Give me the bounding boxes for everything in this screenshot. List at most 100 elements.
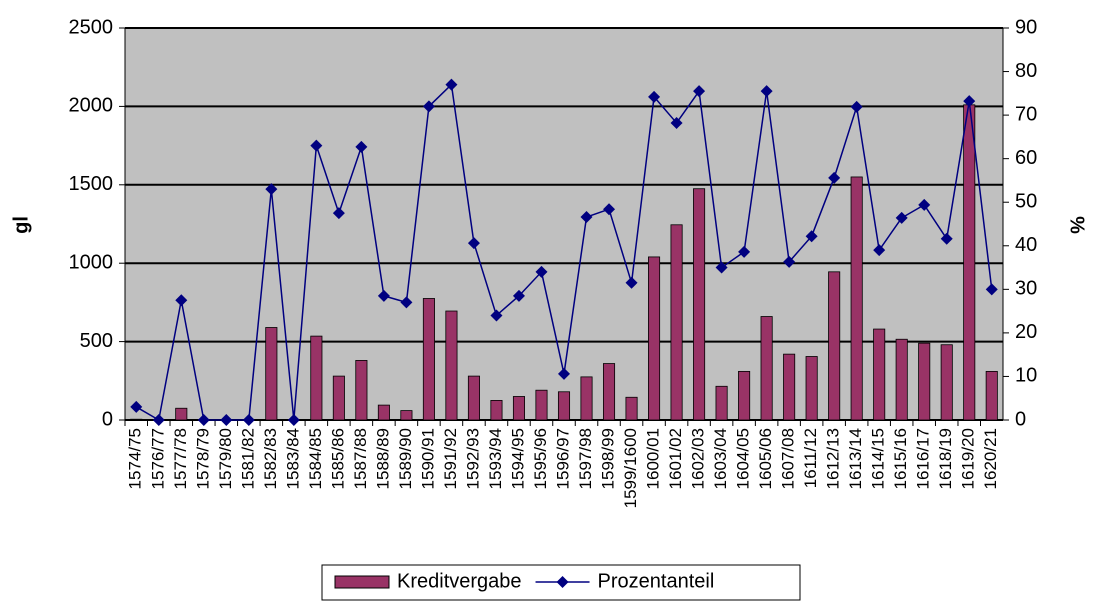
bar [422, 298, 435, 421]
x-tick-label: 1578/79 [193, 428, 212, 489]
point [265, 183, 278, 196]
point [603, 203, 616, 216]
bar [963, 104, 976, 421]
x-tick-label: 1583/84 [283, 428, 302, 489]
point [805, 230, 818, 243]
x-tick-label: 1614/15 [869, 428, 888, 489]
plot-area [125, 28, 1003, 420]
point [220, 414, 233, 426]
bar [738, 370, 751, 421]
bar [805, 356, 818, 421]
x-tick-label: 1592/93 [463, 428, 482, 489]
point [985, 283, 998, 296]
x-tick-label: 1574/75 [126, 428, 145, 489]
x-tick-label: 1605/06 [756, 428, 775, 489]
x-tick-label: 1619/20 [959, 428, 978, 489]
x-tick-label: 1599/1600 [621, 428, 640, 508]
point [377, 289, 390, 302]
point [287, 414, 300, 426]
point [422, 100, 435, 113]
y2-tick-label: 40 [1015, 234, 1037, 256]
x-tick-label: 1579/80 [216, 428, 235, 489]
x-tick-label: 1590/91 [418, 428, 437, 489]
point [535, 265, 548, 278]
x-tick-label: 1612/13 [824, 428, 843, 489]
point [580, 211, 593, 224]
point [558, 367, 570, 380]
point [490, 309, 503, 322]
point [670, 116, 683, 129]
point [400, 296, 413, 309]
legend-swatch [334, 575, 390, 589]
point [940, 232, 953, 245]
point [918, 198, 931, 211]
y2-tick-label: 70 [1015, 103, 1037, 125]
point [242, 414, 255, 426]
legend-marker [556, 576, 569, 588]
y-tick-label: 0 [102, 408, 113, 430]
point [850, 100, 863, 113]
point [625, 276, 638, 289]
bar [873, 328, 886, 421]
point [738, 245, 751, 258]
point [152, 414, 165, 426]
y2-tick-label: 60 [1015, 147, 1037, 169]
x-tick-label: 1595/96 [531, 428, 550, 489]
x-tick-label: 1581/82 [238, 428, 257, 489]
y-tick-label: 1000 [69, 251, 114, 273]
bar [715, 385, 728, 421]
bar [602, 363, 616, 421]
bar [850, 176, 863, 421]
x-tick-label: 1615/16 [891, 428, 910, 489]
point [715, 261, 728, 274]
y2-tick-label: 30 [1015, 278, 1037, 300]
bar [783, 353, 796, 421]
point [873, 244, 886, 257]
bar [760, 316, 773, 421]
bar [625, 396, 638, 421]
x-tick-label: 1618/19 [936, 428, 955, 489]
bar [580, 376, 593, 421]
bar [940, 344, 953, 421]
point [130, 400, 143, 413]
point [693, 85, 706, 98]
x-tick-label: 1588/89 [373, 428, 392, 489]
y2-tick-label: 90 [1015, 16, 1037, 38]
y2-axis-label: % [1066, 216, 1088, 234]
bar [175, 407, 188, 421]
legend-label: Prozentanteil [598, 570, 715, 592]
y-tick-label: 2000 [69, 95, 114, 117]
x-tick-label: 1601/02 [666, 428, 685, 489]
x-tick-label: 1600/01 [644, 428, 663, 489]
legend-label: Kreditvergabe [397, 570, 522, 592]
bar [985, 370, 998, 421]
bar [467, 375, 480, 421]
x-tick-label: 1613/14 [846, 428, 865, 489]
y2-tick-label: 50 [1015, 191, 1037, 213]
y-axis-label: gl [10, 216, 32, 234]
x-tick-label: 1584/85 [306, 428, 325, 489]
bar [445, 310, 458, 421]
point [783, 255, 796, 268]
point [355, 140, 368, 153]
bar [828, 271, 841, 421]
x-tick-label: 1589/90 [396, 428, 415, 489]
bar [693, 188, 706, 421]
point [467, 237, 480, 250]
bar [557, 391, 571, 421]
x-tick-label: 1604/05 [734, 428, 753, 489]
y2-tick-label: 10 [1015, 365, 1037, 387]
point [828, 171, 841, 184]
point [310, 139, 323, 152]
bar [490, 399, 503, 421]
x-tick-label: 1591/92 [441, 428, 460, 489]
bar [535, 389, 548, 421]
x-tick-label: 1620/21 [981, 428, 1000, 489]
x-tick-label: 1602/03 [689, 428, 708, 489]
bar [355, 360, 368, 421]
x-tick-label: 1585/86 [328, 428, 347, 489]
point [197, 414, 210, 426]
point [760, 85, 773, 98]
bar [895, 338, 908, 421]
